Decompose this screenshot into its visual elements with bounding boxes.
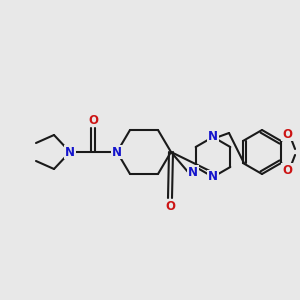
Text: N: N <box>112 146 122 158</box>
Text: O: O <box>282 164 292 176</box>
Text: N: N <box>65 146 75 158</box>
Text: N: N <box>208 170 218 184</box>
Text: O: O <box>165 200 175 212</box>
Text: N: N <box>188 166 198 178</box>
Text: N: N <box>208 130 218 143</box>
Text: O: O <box>88 113 98 127</box>
Text: O: O <box>282 128 292 140</box>
